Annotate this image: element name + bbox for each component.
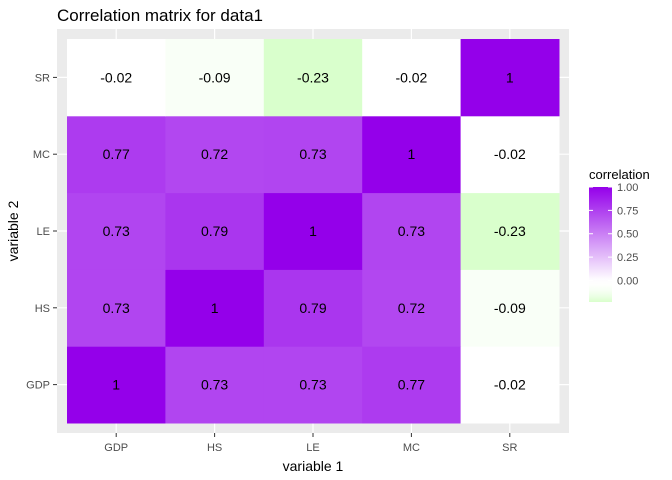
y-tick-label: LE: [37, 226, 50, 238]
legend-tick-label: 0.25: [617, 252, 638, 264]
heatmap-cell-LE-HS: [263, 269, 363, 347]
heatmap-cell-LE-GDP: [263, 346, 363, 424]
heatmap-cell-HS-HS: [165, 269, 265, 347]
heatmap-cell-MC-HS: [362, 269, 462, 347]
heatmap-cell-GDP-SR: [67, 39, 166, 117]
legend-tick-label: 1.00: [617, 182, 638, 194]
cell-label: -0.02: [494, 146, 526, 162]
legend-tick-label: 0.75: [617, 205, 638, 217]
heatmap-cell-GDP-MC: [67, 115, 166, 194]
cell-label: 1: [112, 377, 120, 393]
x-tick-label: MC: [403, 442, 420, 454]
legend-colorbar: [589, 187, 612, 302]
heatmap-cell-SR-SR: [460, 39, 560, 117]
legend-tick-label: 0.50: [617, 229, 638, 241]
cell-label: 0.73: [398, 223, 425, 239]
legend-ticks: 1.00 0.75 0.50 0.25 0.00: [589, 182, 638, 287]
cell-label: 0.72: [398, 300, 425, 316]
x-axis: GDP HS LE MC SR: [104, 433, 517, 454]
x-axis-title: variable 1: [283, 458, 344, 474]
cell-label: -0.02: [100, 69, 132, 85]
y-tick-label: HS: [35, 303, 50, 315]
cell-label: -0.09: [199, 69, 231, 85]
heatmap-cell-LE-MC: [263, 115, 363, 194]
y-tick-label: GDP: [26, 380, 50, 392]
heatmap-cell-GDP-GDP: [67, 346, 166, 424]
cell-label: -0.23: [297, 69, 329, 85]
y-tick-label: SR: [35, 72, 50, 84]
heatmap-cell-HS-GDP: [165, 346, 265, 424]
legend: correlation 1.00 0.75 0.50 0.25 0.00: [589, 167, 650, 302]
x-tick-label: GDP: [104, 442, 128, 454]
cell-label: 0.72: [201, 146, 228, 162]
cell-label: 1: [309, 223, 317, 239]
heatmap-cell-GDP-LE: [67, 192, 166, 270]
cell-label: 0.79: [201, 223, 228, 239]
x-tick-label: LE: [306, 442, 319, 454]
cell-label: 0.73: [299, 377, 326, 393]
heatmap-cell-GDP-HS: [67, 269, 166, 347]
cell-label: 0.73: [103, 223, 130, 239]
heatmap-cells: [67, 39, 560, 424]
heatmap-cell-MC-SR: [362, 39, 462, 117]
cell-label: 0.77: [103, 146, 130, 162]
heatmap-cell-HS-MC: [165, 115, 265, 194]
cell-label: 0.77: [398, 377, 425, 393]
heatmap-cell-HS-SR: [165, 39, 265, 117]
heatmap-cell-MC-MC: [362, 115, 462, 194]
x-tick-label: HS: [207, 442, 222, 454]
cell-label: 0.79: [299, 300, 326, 316]
y-axis-title: variable 2: [5, 200, 21, 261]
y-tick-label: MC: [33, 149, 50, 161]
x-tick-label: SR: [502, 442, 517, 454]
cell-label: 0.73: [299, 146, 326, 162]
cell-label: 0.73: [201, 377, 228, 393]
legend-title: correlation: [589, 167, 650, 182]
heatmap-cell-SR-HS: [460, 269, 560, 347]
legend-tick-label: 0.00: [617, 275, 638, 287]
y-axis: GDP HS LE MC SR: [26, 72, 57, 392]
cell-label: -0.02: [494, 377, 526, 393]
cell-labels: 1 0.73 0.73 0.77 -0.02 0.73 1 0.79 0.72 -0.09 0.73…: [100, 69, 526, 392]
heatmap-cell-MC-GDP: [362, 346, 462, 424]
cell-label: -0.09: [494, 300, 526, 316]
cell-label: -0.23: [494, 223, 526, 239]
cell-label: 1: [506, 69, 514, 85]
cell-label: -0.02: [395, 69, 427, 85]
heatmap-cell-HS-LE: [165, 192, 265, 270]
heatmap-cell-MC-LE: [362, 192, 462, 270]
heatmap-cell-LE-SR: [263, 39, 363, 117]
chart-title: Correlation matrix for data1: [57, 6, 263, 25]
heatmap-cell-SR-LE: [460, 192, 560, 270]
heatmap-cell-LE-LE: [263, 192, 363, 270]
heatmap-cell-SR-GDP: [460, 346, 560, 424]
cell-label: 0.73: [103, 300, 130, 316]
heatmap-cell-SR-MC: [460, 115, 560, 194]
cell-label: 1: [211, 300, 219, 316]
cell-label: 1: [408, 146, 416, 162]
